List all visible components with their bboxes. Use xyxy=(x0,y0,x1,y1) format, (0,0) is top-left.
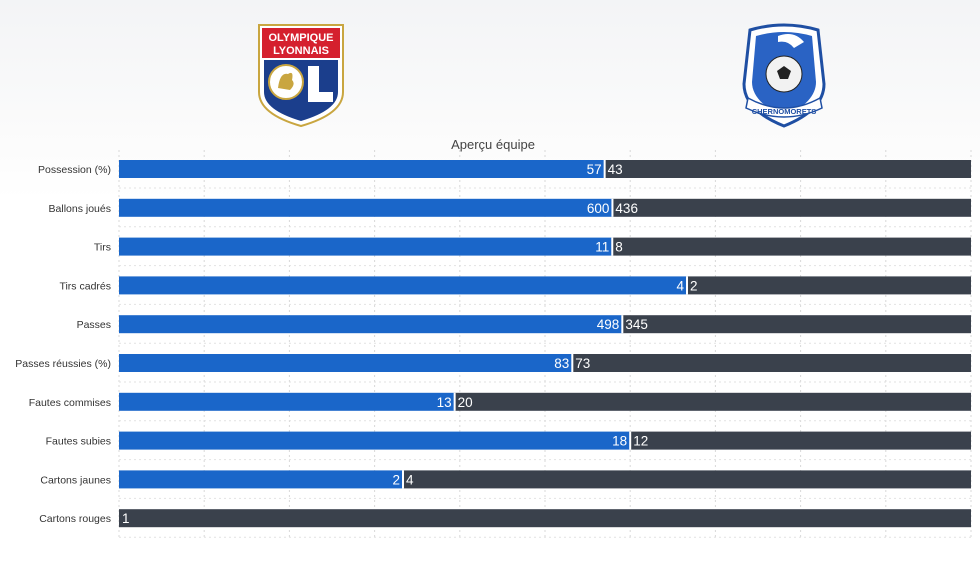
value-label-away: 436 xyxy=(615,201,638,216)
category-label: Cartons rouges xyxy=(39,513,111,525)
category-label: Fautes subies xyxy=(46,436,111,448)
category-label: Passes réussies (%) xyxy=(15,358,111,370)
bar-away xyxy=(454,392,971,411)
bar-divider xyxy=(603,160,606,178)
value-label-home: 13 xyxy=(437,395,452,410)
value-label-home: 600 xyxy=(587,201,610,216)
bar-home xyxy=(119,354,573,372)
value-label-away: 345 xyxy=(625,317,648,332)
value-label-home: 11 xyxy=(595,240,609,255)
value-label-away: 8 xyxy=(615,240,623,255)
bar-home xyxy=(119,470,403,489)
bar-divider xyxy=(453,392,456,411)
value-label-home: 4 xyxy=(676,278,684,293)
category-label: Fautes commises xyxy=(29,397,111,409)
bar-divider xyxy=(611,198,614,217)
value-label-home: 83 xyxy=(554,356,569,371)
bar-home xyxy=(119,315,623,334)
bar-away xyxy=(612,198,971,217)
chart-bars xyxy=(119,160,971,528)
chernomorets-logo: CHERNOMORETS xyxy=(742,23,826,128)
value-label-away: 20 xyxy=(458,395,473,410)
bar-away xyxy=(612,237,971,256)
bar-away xyxy=(622,315,971,334)
logo-text-line1: OLYMPIQUE xyxy=(269,32,334,44)
bar-home xyxy=(119,431,631,450)
value-label-away: 12 xyxy=(633,434,648,449)
bar-divider xyxy=(621,315,624,334)
value-label-home: 18 xyxy=(612,434,627,449)
category-label: Ballons joués xyxy=(49,203,111,215)
bar-home xyxy=(119,276,687,295)
category-label: Possession (%) xyxy=(38,164,111,176)
bar-home xyxy=(119,392,455,411)
bar-away xyxy=(119,509,971,528)
logo-text: CHERNOMORETS xyxy=(752,107,817,116)
bar-away xyxy=(403,470,971,489)
chart-grid xyxy=(118,150,972,538)
bar-home xyxy=(119,237,613,256)
category-label: Tirs cadrés xyxy=(59,280,111,292)
bar-home xyxy=(119,160,605,178)
bar-divider xyxy=(611,237,614,256)
bar-away xyxy=(687,276,971,295)
bar-away xyxy=(572,354,971,372)
value-label-away: 2 xyxy=(690,278,698,293)
bar-divider xyxy=(629,431,632,450)
value-label-home: 2 xyxy=(392,472,400,487)
category-label: Tirs xyxy=(94,242,111,254)
bar-away xyxy=(604,160,971,178)
chart-labels: Possession (%) 57 43 Ballons joués 600 436 Tir… xyxy=(15,162,697,526)
value-label-away: 73 xyxy=(575,356,590,371)
bar-divider xyxy=(571,354,574,372)
logo-text-line2: LYONNAIS xyxy=(273,45,329,57)
bar-divider xyxy=(402,470,404,489)
category-label: Cartons jaunes xyxy=(40,474,111,486)
value-label-away: 4 xyxy=(406,472,414,487)
bar-home xyxy=(119,198,613,217)
category-label: Passes xyxy=(77,319,111,331)
value-label-home: 498 xyxy=(597,317,620,332)
olympique-lyonnais-logo: OLYMPIQUE LYONNAIS xyxy=(258,24,344,128)
chart-title: Aperçu équipe xyxy=(451,137,535,152)
value-label-away: 43 xyxy=(608,162,623,177)
value-label-away: 1 xyxy=(122,511,130,526)
bar-away xyxy=(630,431,971,450)
value-label-home: 57 xyxy=(587,162,602,177)
bar-divider xyxy=(686,276,688,295)
